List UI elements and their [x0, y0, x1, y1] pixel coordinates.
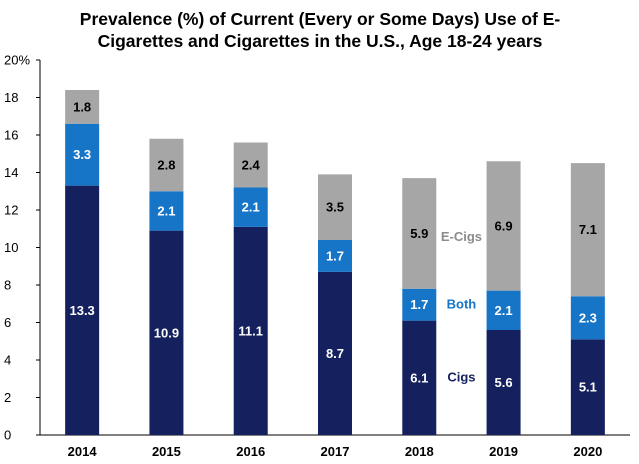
data-label: 6.9: [495, 218, 513, 233]
chart-title: Prevalence (%) of Current (Every or Some…: [79, 9, 561, 51]
bar-segment-cigs: [233, 226, 268, 435]
y-tick-label: 2: [4, 390, 11, 405]
legend-label: Cigs: [447, 369, 475, 384]
legend-label: E-Cigs: [441, 229, 482, 244]
data-label: 2.1: [242, 200, 260, 215]
y-tick-label: 8: [4, 278, 11, 293]
data-label: 10.9: [154, 325, 179, 340]
bar-segment-e-cigs: [570, 163, 605, 297]
y-tick-label: 14: [4, 165, 18, 180]
bar-segment-cigs: [402, 320, 437, 435]
bar-segment-cigs: [65, 185, 100, 435]
y-tick-label: 10: [4, 240, 18, 255]
data-label: 11.1: [238, 323, 263, 338]
data-label: 5.1: [579, 380, 597, 395]
data-label: 6.1: [410, 370, 428, 385]
bar-segment-cigs: [570, 339, 605, 435]
data-label: 3.5: [326, 200, 344, 215]
bar-segment-e-cigs: [402, 178, 437, 289]
x-tick-label: 2020: [573, 444, 602, 459]
x-tick-label: 2015: [152, 444, 181, 459]
bar-segment-both: [570, 296, 605, 340]
data-label: 2.4: [242, 158, 261, 173]
x-tick-label: 2016: [236, 444, 265, 459]
bar-segment-cigs: [318, 271, 352, 435]
data-label: 7.1: [579, 222, 597, 237]
y-tick-label: 6: [4, 315, 11, 330]
legend-label: Both: [447, 296, 477, 311]
bar-segment-e-cigs: [149, 138, 184, 192]
data-label: 5.9: [410, 226, 428, 241]
data-label: 8.7: [326, 346, 344, 361]
bar-segment-both: [318, 240, 352, 272]
x-tick-label: 2018: [405, 444, 434, 459]
data-label: 1.8: [73, 99, 91, 114]
y-tick-label: 20%: [4, 53, 30, 68]
x-tick-label: 2014: [68, 444, 98, 459]
bar-segment-both: [402, 288, 437, 321]
bar-segment-e-cigs: [233, 142, 268, 188]
data-label: 2.8: [157, 158, 175, 173]
data-label: 3.3: [73, 147, 91, 162]
bar-segment-both: [233, 187, 268, 227]
bar-segment-e-cigs: [486, 161, 521, 291]
bar-segment-both: [65, 123, 100, 186]
data-label: 2.1: [495, 303, 513, 318]
bar-segment-both: [149, 191, 184, 231]
bar-segment-e-cigs: [65, 90, 100, 124]
data-label: 2.3: [579, 310, 597, 325]
y-tick-label: 16: [4, 128, 18, 143]
bar-segment-cigs: [149, 230, 184, 435]
y-tick-label: 4: [4, 353, 11, 368]
data-label: 5.6: [495, 375, 513, 390]
y-tick-label: 12: [4, 203, 18, 218]
y-tick-label: 18: [4, 90, 18, 105]
x-tick-label: 2019: [489, 444, 518, 459]
bar-segment-cigs: [486, 330, 521, 435]
x-tick-label: 2017: [321, 444, 350, 459]
bar-segment-e-cigs: [318, 174, 352, 240]
data-label: 2.1: [157, 203, 175, 218]
data-label: 13.3: [69, 303, 94, 318]
bar-segment-both: [486, 290, 521, 330]
data-label: 1.7: [410, 297, 428, 312]
y-tick-label: 0: [4, 428, 11, 443]
data-label: 1.7: [326, 248, 344, 263]
